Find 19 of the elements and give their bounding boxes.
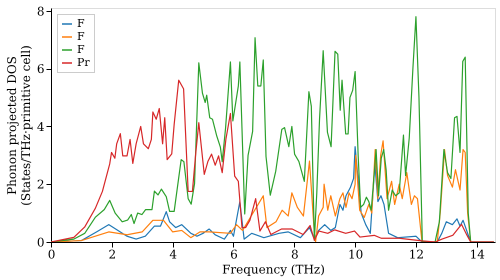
- y-tick-label: 4: [36, 120, 45, 134]
- x-tick-label: 2: [108, 248, 116, 262]
- y-tick-label: 0: [36, 236, 44, 250]
- x-tick-label: 12: [408, 248, 424, 262]
- legend-label: F: [77, 17, 85, 30]
- legend-label: Pr: [77, 56, 90, 69]
- y-tick-label: 6: [36, 62, 44, 76]
- x-tick-label: 4: [169, 248, 178, 262]
- y-tick-label: 8: [36, 4, 44, 18]
- x-axis-title: Frequency (THz): [222, 262, 325, 276]
- x-tick-label: 10: [348, 248, 364, 262]
- legend-label: F: [77, 30, 85, 43]
- x-tick-label: 0: [48, 248, 56, 262]
- x-tick-label: 8: [290, 248, 299, 262]
- x-tick-label: 14: [470, 248, 486, 262]
- x-tick-label: 6: [230, 248, 238, 262]
- y-tick-label: 2: [36, 178, 44, 192]
- legend-label: F: [77, 43, 85, 56]
- y-axis-title: Phonon projected DOS (States/THz·primitive cell): [4, 45, 33, 206]
